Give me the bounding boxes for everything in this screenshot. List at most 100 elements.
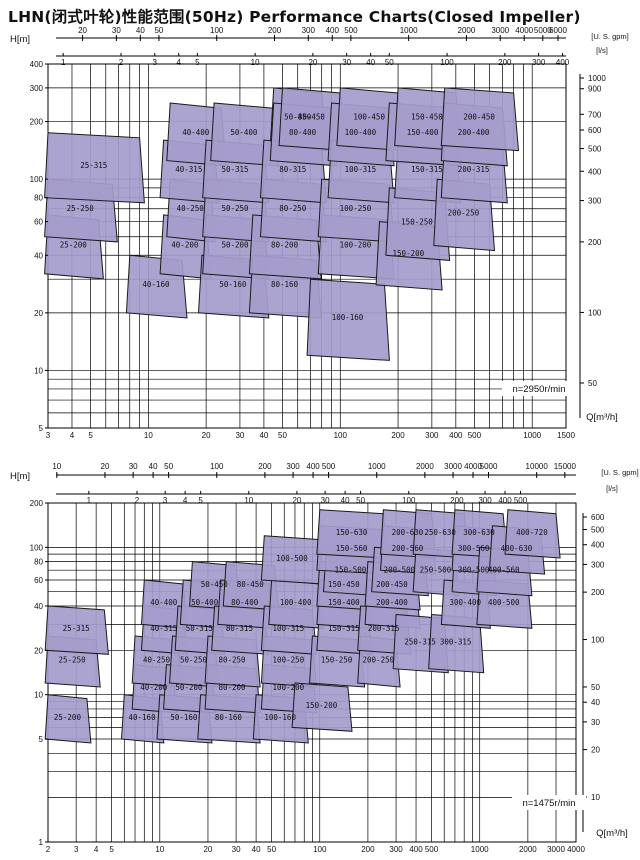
region-label: 100-160 xyxy=(264,713,296,722)
right-tick-label: 500 xyxy=(591,525,605,534)
region-25-315 xyxy=(44,132,145,204)
region-label: 150-400 xyxy=(407,128,439,137)
x-tick-label: 500 xyxy=(468,431,482,440)
x-tick-label: 200 xyxy=(391,431,405,440)
ls-tick-label: 5 xyxy=(198,496,203,505)
region-label: 25-250 xyxy=(67,204,95,213)
region-label: 400-560 xyxy=(488,566,520,575)
ls-tick-label: 5 xyxy=(195,58,200,67)
region-label: 80-160 xyxy=(215,713,243,722)
gpm-axis: 20 30 40 50 100 200 300 400 500 1000 2000 3000 4000 5… xyxy=(56,26,629,41)
region-label: 50-250 xyxy=(180,656,208,665)
region-label: 200-400 xyxy=(458,128,490,137)
gpm-tick-label: 100 xyxy=(210,26,224,35)
x-axis: 2 3 4 5 10 20 30 40 50 100 200 300 400 500 1000 2000 300… xyxy=(46,828,628,854)
right-tick-label: 200 xyxy=(588,238,602,247)
region-label: 50-200 xyxy=(221,240,249,249)
region-label: 200-630 xyxy=(392,528,424,537)
performance-regions: 25-200 25-250 25-315 40-160 40-200 40-250 40-3… xyxy=(44,509,561,744)
region-label: 40-160 xyxy=(129,713,157,722)
x-tick-label: 4000 xyxy=(567,845,585,854)
region-25-200 xyxy=(44,694,92,744)
ls-tick-label: 50 xyxy=(356,496,365,505)
x-tick-label: 3 xyxy=(74,845,79,854)
gpm-unit-label: [U. S. gpm] xyxy=(601,468,639,477)
ls-tick-label: 400 xyxy=(556,58,570,67)
y-tick-label: 40 xyxy=(34,602,43,611)
chart-2: 25-200 25-250 25-315 40-160 40-200 40-250 40-3… xyxy=(10,462,639,854)
region-label: 40-160 xyxy=(142,280,170,289)
region-label: 80-400 xyxy=(289,128,317,137)
region-label: 80-250 xyxy=(279,204,307,213)
region-label: 40-250 xyxy=(143,656,171,665)
x-tick-label: 1000 xyxy=(471,845,489,854)
gpm-tick-label: 30 xyxy=(129,462,138,471)
x-tick-label: 20 xyxy=(203,845,212,854)
x-tick-label: 2000 xyxy=(519,845,537,854)
region-label: 200-315 xyxy=(458,165,490,174)
ls-tick-label: 300 xyxy=(532,58,546,67)
region-label: 200-400 xyxy=(376,598,408,607)
y-axis: 1 5 10 20 40 60 80 100 200 H[m] xyxy=(10,471,48,847)
region-label: 50-450 xyxy=(284,113,312,122)
region-label: 200-450 xyxy=(376,580,408,589)
ls-tick-label: 100 xyxy=(402,496,416,505)
region-label: 50-160 xyxy=(170,713,198,722)
right-axis: 50 100 200 300 400 500 600 700 900 1000 xyxy=(579,74,606,418)
gpm-tick-label: 300 xyxy=(286,462,300,471)
gpm-tick-label: 500 xyxy=(322,462,336,471)
page-title: LHN(闭式叶轮)性能范围(50Hz) Performance Charts(C… xyxy=(8,8,581,26)
ls-tick-label: 3 xyxy=(163,496,168,505)
speed-label: n=2950r/min xyxy=(512,384,565,395)
region-label: 50-450 xyxy=(201,580,229,589)
x-tick-label: 2 xyxy=(46,845,51,854)
ls-unit-label: [l/s] xyxy=(596,46,608,55)
y-tick-label: 200 xyxy=(30,499,44,508)
ls-tick-label: 400 xyxy=(498,496,512,505)
ls-tick-label: 100 xyxy=(440,58,454,67)
x-tick-label: 4 xyxy=(70,431,75,440)
right-tick-label: 500 xyxy=(588,145,602,154)
region-label: 50-315 xyxy=(221,165,248,174)
right-tick-label: 100 xyxy=(591,636,605,645)
region-label: 250-500 xyxy=(420,566,452,575)
y-axis-title: H[m] xyxy=(10,471,30,482)
right-tick-label: 100 xyxy=(588,308,602,317)
right-tick-label: 30 xyxy=(591,718,600,727)
y-axis: 5 10 20 40 60 80 100 200 300 400 H[m] xyxy=(10,34,48,433)
y-tick-label: 10 xyxy=(34,366,43,375)
ls-tick-label: 10 xyxy=(251,58,260,67)
gpm-tick-label: 4000 xyxy=(464,462,482,471)
region-label: 150-560 xyxy=(336,544,368,553)
speed-label-bg xyxy=(512,795,586,810)
ls-axis: 1 2 3 4 5 10 20 30 40 50 100 200 300 400 [l/s] xyxy=(56,46,608,67)
ls-tick-label: 3 xyxy=(153,58,158,67)
y-axis-title: H[m] xyxy=(10,34,30,45)
y-tick-label: 80 xyxy=(34,194,43,203)
region-label: 300-500 xyxy=(458,566,490,575)
region-label: 40-400 xyxy=(150,598,178,607)
x-tick-label: 30 xyxy=(232,845,241,854)
right-tick-label: 50 xyxy=(591,683,600,692)
region-label: 50-400 xyxy=(230,128,258,137)
region-label: 100-450 xyxy=(353,113,385,122)
speed-label: n=1475r/min xyxy=(522,798,575,809)
x-axis-title: Q[m³/h] xyxy=(596,828,628,839)
ls-tick-label: 40 xyxy=(366,58,375,67)
x-tick-label: 400 xyxy=(449,431,463,440)
y-tick-label: 100 xyxy=(30,175,44,184)
ls-tick-label: 4 xyxy=(177,58,182,67)
gpm-tick-label: 50 xyxy=(164,462,173,471)
region-label: 80-450 xyxy=(298,113,326,122)
x-tick-label: 10 xyxy=(144,431,153,440)
region-label: 150-250 xyxy=(321,656,353,665)
region-label: 200-500 xyxy=(384,566,416,575)
ls-tick-label: 500 xyxy=(514,496,528,505)
region-label: 40-315 xyxy=(175,165,202,174)
gpm-tick-label: 200 xyxy=(268,26,282,35)
y-tick-label: 300 xyxy=(30,84,44,93)
region-label: 250-315 xyxy=(404,638,436,647)
x-tick-label: 40 xyxy=(259,431,268,440)
region-label: 150-400 xyxy=(328,598,360,607)
gpm-tick-label: 10000 xyxy=(526,462,549,471)
